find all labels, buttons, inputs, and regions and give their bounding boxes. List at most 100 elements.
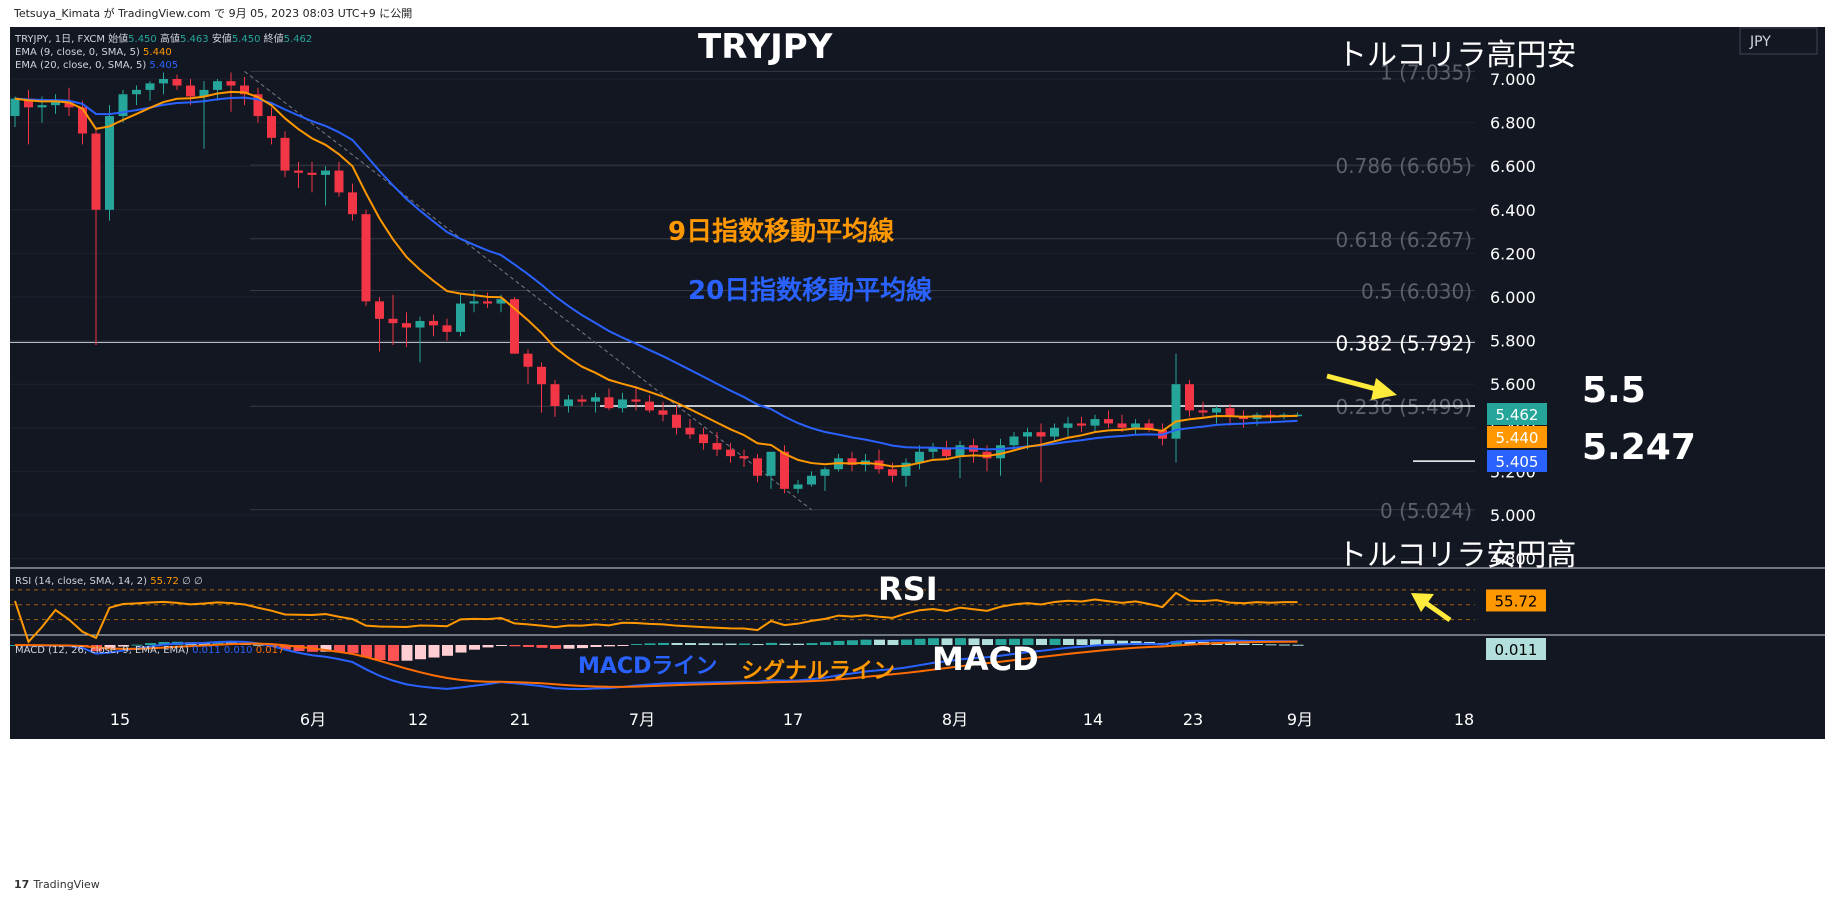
- price-label-text: 5.440: [1496, 429, 1539, 447]
- level-55-label: 5.5: [1582, 370, 1646, 411]
- macd-histogram-bar: [1022, 638, 1034, 645]
- macd-histogram-bar: [1225, 642, 1236, 645]
- yellow-arrow-icon: [1326, 373, 1397, 400]
- macd-histogram-bar: [1090, 639, 1101, 645]
- macd-histogram-bar: [901, 639, 912, 645]
- macd-histogram-bar: [766, 642, 777, 645]
- macd-histogram-bar: [1171, 641, 1182, 645]
- candle-body: [766, 451, 776, 476]
- candle-body: [456, 303, 465, 332]
- macd-histogram-bar: [982, 639, 993, 645]
- macd-histogram-bar: [104, 645, 116, 650]
- legend-ema20-label: EMA (20, close, 0, SMA, 5): [15, 60, 146, 71]
- macd-histogram-bar: [212, 642, 224, 645]
- price-tick-label: 5.000: [1490, 506, 1536, 525]
- macd-histogram-bar: [536, 645, 548, 648]
- candle-body: [1117, 423, 1127, 428]
- macd-histogram-bar: [293, 645, 305, 652]
- macd-histogram-bar: [388, 645, 399, 661]
- price-tick-label: 4.800: [1490, 550, 1536, 569]
- candle-body: [469, 301, 479, 304]
- fib-label: 0 (5.024): [1380, 499, 1472, 523]
- macd-histogram-bar: [145, 643, 156, 645]
- macd-histogram-bar: [779, 643, 791, 645]
- currency-button[interactable]: JPY: [1739, 27, 1818, 55]
- footer: 17 TradingView: [14, 878, 100, 891]
- candle-body: [672, 414, 681, 428]
- candle-body: [591, 397, 600, 402]
- macd-histogram-bar: [833, 640, 845, 645]
- fib-label: 0.382 (5.792): [1336, 331, 1472, 355]
- macd-histogram-bar: [1049, 638, 1061, 645]
- macd-histogram-bar: [361, 645, 372, 658]
- macd-histogram-bar: [280, 645, 291, 650]
- macd-histogram-bar: [131, 644, 143, 646]
- ema9-annotation: 9日指数移動平均線: [668, 216, 894, 247]
- candle-body: [429, 320, 438, 326]
- candle-body: [496, 299, 506, 304]
- candle-body: [888, 469, 897, 476]
- rsi-pane: 55.72: [10, 589, 1546, 644]
- macd-histogram-bar: [914, 638, 926, 645]
- macd-histogram-bar: [469, 645, 480, 650]
- yellow-arrow-icon: [1411, 593, 1452, 623]
- macd-histogram-bar: [496, 645, 507, 646]
- candle-body: [105, 116, 114, 210]
- candle-body: [820, 469, 830, 476]
- svg-text:MACD (12, 26, close, 9, EMA, E: MACD (12, 26, close, 9, EMA, EMA) 0.011 …: [15, 645, 284, 656]
- macd-pane: 0.011: [10, 638, 1546, 691]
- macd-histogram-bar: [253, 644, 264, 646]
- macd-histogram-bar: [941, 638, 953, 645]
- candle-body: [510, 299, 519, 354]
- time-tick-label: 12: [408, 710, 428, 729]
- candle-body: [739, 456, 749, 459]
- macd-histogram-bar: [712, 643, 723, 645]
- time-tick-label: 6月: [300, 710, 326, 729]
- svg-text:TRYJPY, 1日, FXCM 始値5.450 高値5.4: TRYJPY, 1日, FXCM 始値5.450 高値5.463 安値5.450…: [14, 32, 312, 45]
- candle-body: [294, 170, 303, 173]
- grid-lines: [10, 78, 1475, 560]
- macd-histogram-bar: [590, 645, 602, 648]
- candle-body: [793, 484, 803, 489]
- candle-body: [550, 384, 560, 406]
- candle-body: [213, 81, 222, 90]
- macd-histogram-bar: [860, 639, 872, 645]
- rsi-value-label: 55.72: [1495, 592, 1538, 610]
- legend-low: 5.450: [232, 34, 261, 45]
- time-axis: 15 6月 12 21 7月 17 8月 14 23 9月 18: [110, 710, 1474, 729]
- tradingview-logo: 17: [14, 878, 30, 891]
- ema20-annotation: 20日指数移動平均線: [688, 275, 932, 306]
- candle-body: [1171, 384, 1181, 439]
- macd-histogram-bar: [806, 643, 818, 645]
- candle-body: [1131, 423, 1140, 428]
- candle-body: [1293, 414, 1302, 417]
- macd-histogram-bar: [577, 645, 588, 649]
- candle-body: [712, 443, 722, 450]
- footer-brand: TradingView: [33, 878, 100, 891]
- candle-body: [699, 434, 708, 444]
- candle-body: [847, 458, 857, 465]
- signal-line-annotation: シグナルライン: [741, 658, 895, 684]
- candle-body: [1036, 432, 1046, 437]
- macd-histogram-bar: [874, 639, 885, 645]
- macd-histogram-bar: [1184, 641, 1196, 645]
- macd-histogram-bar: [685, 643, 696, 645]
- price-tick-label: 7.000: [1490, 70, 1536, 89]
- candle-body: [645, 401, 654, 411]
- macd-histogram-bar: [401, 645, 413, 661]
- svg-text:EMA (9, close, 0, SMA, 5) 5.44: EMA (9, close, 0, SMA, 5) 5.440: [15, 47, 172, 58]
- candle-body: [118, 94, 128, 117]
- candle-body: [726, 449, 735, 457]
- macd-histogram-bar: [617, 645, 629, 646]
- macd-histogram-bar: [968, 638, 980, 645]
- time-tick-label: 7月: [629, 710, 655, 729]
- macd-histogram-bar: [820, 642, 831, 645]
- macd-histogram-bar: [347, 645, 359, 654]
- macd-histogram-bar: [563, 645, 575, 649]
- macd-histogram-bar: [644, 643, 656, 645]
- candle-body: [267, 116, 276, 138]
- candle-body: [753, 458, 762, 476]
- candle-body: [1198, 410, 1208, 413]
- rsi-value-box: [1486, 589, 1546, 612]
- ema20-line: [14, 96, 1298, 451]
